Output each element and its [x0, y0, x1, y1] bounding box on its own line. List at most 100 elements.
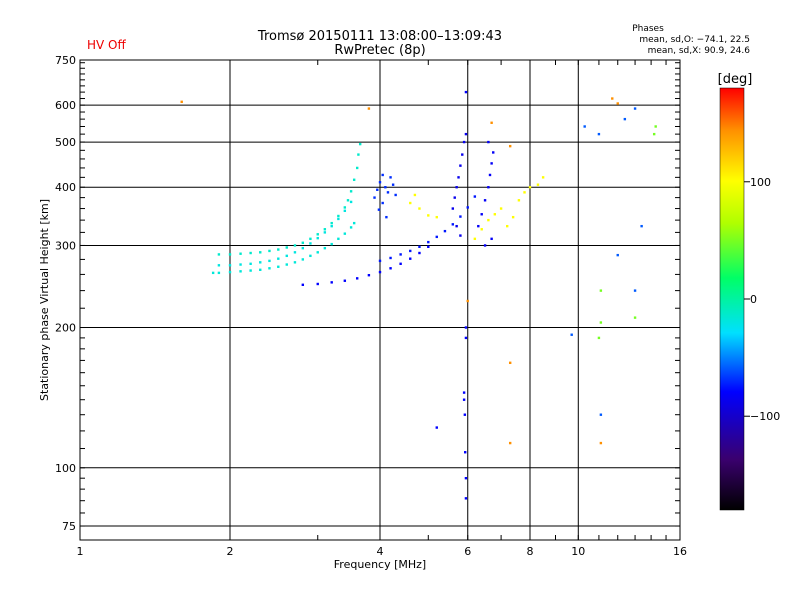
echo-point: [462, 398, 466, 401]
echo-point: [330, 281, 333, 284]
echo-point: [453, 196, 456, 199]
echo-point: [349, 226, 353, 229]
echo-point: [293, 261, 297, 264]
colorbar-unit-label: [deg]: [718, 72, 753, 87]
echo-point: [616, 253, 619, 257]
echo-point: [483, 244, 487, 247]
echo-point: [490, 237, 493, 241]
echo-point: [309, 237, 312, 241]
phase-stats-x-mode: mean, sd,X: 90.9, 24.6: [648, 46, 751, 56]
x-axis-title: Frequency [MHz]: [334, 558, 426, 571]
echo-point: [492, 151, 495, 154]
echo-point: [285, 246, 288, 249]
echo-point: [385, 215, 388, 219]
echo-point: [352, 178, 356, 181]
hv-status-label: HV Off: [87, 38, 126, 52]
echo-point: [611, 97, 614, 100]
echo-point: [330, 221, 333, 225]
echo-point: [480, 228, 483, 231]
echo-point: [349, 200, 353, 204]
echo-point: [378, 270, 382, 274]
y-axis-title: Stationary phase Virtual Height [km]: [38, 199, 51, 401]
x-tick-label: 6: [464, 545, 471, 558]
echo-point: [457, 176, 460, 179]
echo-point: [451, 223, 455, 226]
echo-point: [463, 413, 467, 416]
echo-point: [652, 132, 656, 136]
echo-point: [466, 299, 469, 303]
echo-point: [391, 183, 395, 186]
echo-point: [633, 316, 637, 319]
echo-point: [316, 233, 319, 236]
echo-point: [633, 289, 637, 292]
echo-point: [309, 254, 312, 258]
echo-point: [367, 107, 371, 110]
echo-point: [381, 173, 384, 177]
echo-point: [640, 224, 643, 228]
colorbar-tick-label: 0: [750, 293, 757, 306]
echo-point: [343, 279, 347, 282]
echo-point: [217, 253, 221, 256]
echo-point: [343, 209, 347, 213]
echo-point: [343, 232, 347, 235]
echo-point: [654, 125, 657, 128]
echo-point: [293, 244, 297, 247]
echo-point: [623, 117, 627, 121]
echo-point: [464, 326, 468, 329]
echo-point: [462, 391, 466, 394]
echo-point: [455, 224, 458, 228]
echo-point: [323, 228, 327, 231]
echo-point: [427, 245, 430, 249]
echo-point: [464, 451, 467, 454]
echo-point: [268, 249, 271, 253]
echo-point: [386, 191, 390, 194]
echo-point: [249, 262, 252, 266]
colorbar-tick-label: 100: [750, 176, 771, 189]
echo-point: [499, 207, 503, 210]
y-tick-label: 300: [55, 239, 76, 252]
echo-point: [462, 140, 466, 144]
echo-point: [409, 201, 412, 205]
echo-point: [459, 215, 462, 218]
echo-point: [464, 336, 468, 340]
echo-point: [301, 283, 305, 286]
phase-colorbar: [719, 87, 745, 511]
colorbar-ticks: 100 0 −100: [744, 176, 780, 423]
echo-point: [373, 196, 376, 199]
echo-point: [570, 333, 573, 336]
echo-point: [399, 253, 402, 256]
echo-point: [508, 361, 512, 365]
echo-point: [285, 254, 288, 258]
chart-subtitle: RwPretec (8p): [334, 43, 425, 58]
echo-point: [316, 251, 319, 254]
echo-point: [355, 166, 359, 170]
chart-title: Tromsø 20150111 13:08:00–13:09:43: [257, 29, 502, 44]
echo-point: [418, 251, 421, 255]
echo-point: [418, 245, 421, 249]
echo-point: [228, 270, 232, 274]
echo-point: [367, 273, 371, 277]
echo-point: [599, 321, 603, 324]
echo-point: [330, 224, 333, 228]
echo-point: [523, 191, 526, 194]
echo-point: [483, 199, 487, 202]
echo-point: [316, 236, 319, 240]
echo-point: [599, 413, 603, 416]
echo-point: [435, 235, 438, 239]
echo-point: [490, 162, 493, 165]
echo-point: [493, 213, 497, 216]
echo-point: [249, 251, 252, 255]
echo-point: [418, 207, 421, 210]
echo-point: [228, 253, 232, 256]
echo-point: [323, 231, 327, 234]
echo-point: [217, 264, 221, 267]
colorbar-tick-label: −100: [750, 410, 780, 423]
echo-point: [505, 224, 509, 228]
echo-point: [599, 289, 603, 292]
echo-points: [180, 90, 657, 500]
phase-stats-title: Phases: [632, 24, 664, 34]
x-tick-label: 2: [227, 545, 234, 558]
echo-point: [355, 277, 359, 280]
echo-point: [349, 190, 353, 193]
